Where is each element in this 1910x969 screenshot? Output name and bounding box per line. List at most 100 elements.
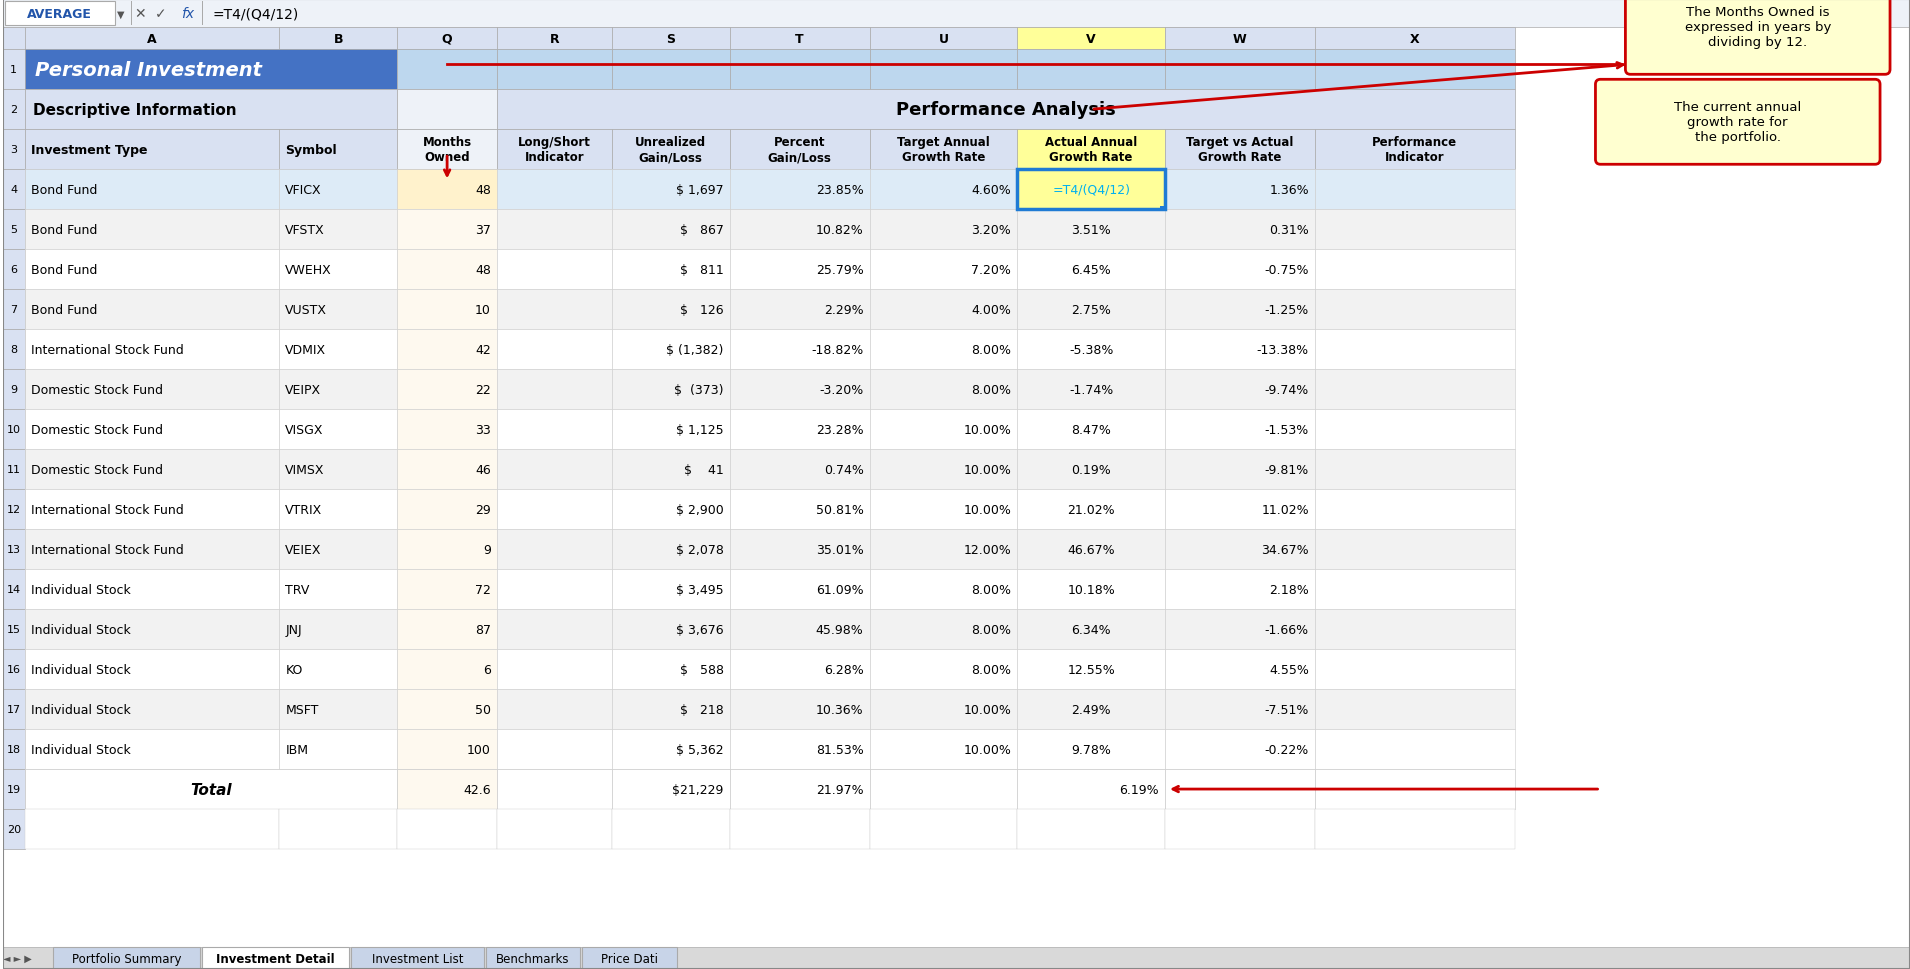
Bar: [25, 769, 397, 809]
Bar: [1314, 290, 1515, 329]
Text: 6: 6: [10, 265, 17, 275]
Bar: [869, 130, 1018, 171]
Bar: [1314, 649, 1515, 689]
Text: -9.74%: -9.74%: [1264, 384, 1308, 396]
Bar: [730, 570, 869, 610]
Text: 81.53%: 81.53%: [816, 743, 863, 756]
Text: International Stock Fund: International Stock Fund: [31, 343, 183, 357]
Bar: [869, 410, 1018, 450]
Text: 18: 18: [6, 744, 21, 754]
Text: Performance
Indicator: Performance Indicator: [1371, 136, 1457, 164]
Bar: [2, 809, 25, 849]
Bar: [1018, 171, 1165, 210]
Bar: [497, 290, 611, 329]
Bar: [869, 730, 1018, 769]
Text: 10: 10: [476, 303, 491, 317]
Text: 10.18%: 10.18%: [1068, 583, 1115, 596]
Text: $ 3,676: $ 3,676: [676, 623, 724, 636]
Text: Domestic Stock Fund: Domestic Stock Fund: [31, 384, 162, 396]
Text: 4.60%: 4.60%: [972, 183, 1010, 197]
Text: 3.20%: 3.20%: [972, 224, 1010, 236]
Text: VEIPX: VEIPX: [285, 384, 321, 396]
Text: MSFT: MSFT: [285, 703, 319, 716]
Text: International Stock Fund: International Stock Fund: [31, 543, 183, 556]
Bar: [611, 50, 730, 90]
Bar: [397, 489, 497, 530]
Bar: [611, 171, 730, 210]
Bar: [497, 130, 611, 171]
Bar: [485, 947, 581, 969]
Bar: [611, 530, 730, 570]
Bar: [497, 50, 611, 90]
Text: 23.85%: 23.85%: [816, 183, 863, 197]
Bar: [497, 90, 1515, 130]
Bar: [497, 730, 611, 769]
Text: Investment Detail: Investment Detail: [216, 952, 334, 964]
Text: -0.75%: -0.75%: [1264, 264, 1308, 276]
Bar: [1165, 610, 1314, 649]
Text: VIMSX: VIMSX: [285, 463, 325, 476]
Bar: [611, 130, 730, 171]
Bar: [583, 947, 678, 969]
Bar: [279, 171, 397, 210]
Bar: [611, 649, 730, 689]
Text: -3.20%: -3.20%: [819, 384, 863, 396]
Text: 2.49%: 2.49%: [1072, 703, 1112, 716]
Bar: [397, 450, 497, 489]
Text: 19: 19: [6, 784, 21, 795]
Text: 10.82%: 10.82%: [816, 224, 863, 236]
Bar: [25, 610, 279, 649]
Text: -9.81%: -9.81%: [1264, 463, 1308, 476]
Bar: [611, 610, 730, 649]
Bar: [869, 809, 1018, 849]
Text: $ 1,125: $ 1,125: [676, 423, 724, 436]
Bar: [1018, 730, 1165, 769]
Text: 87: 87: [476, 623, 491, 636]
Text: 9.78%: 9.78%: [1072, 743, 1112, 756]
Bar: [2, 290, 25, 329]
Bar: [1018, 530, 1165, 570]
Text: Bond Fund: Bond Fund: [31, 264, 97, 276]
Bar: [397, 570, 497, 610]
Bar: [497, 769, 611, 809]
Bar: [1018, 649, 1165, 689]
Bar: [279, 489, 397, 530]
Text: 4: 4: [10, 185, 17, 195]
Text: The Months Owned is
expressed in years by
dividing by 12.: The Months Owned is expressed in years b…: [1685, 7, 1832, 49]
Bar: [1314, 250, 1515, 290]
FancyBboxPatch shape: [1595, 80, 1879, 165]
Bar: [397, 730, 497, 769]
Bar: [1165, 210, 1314, 250]
Text: The current annual
growth rate for
the portfolio.: The current annual growth rate for the p…: [1675, 101, 1801, 144]
Bar: [1018, 210, 1165, 250]
Bar: [397, 130, 497, 171]
Bar: [869, 329, 1018, 370]
Text: Personal Investment: Personal Investment: [34, 61, 262, 79]
Bar: [611, 329, 730, 370]
Text: VTRIX: VTRIX: [285, 503, 323, 516]
Bar: [730, 489, 869, 530]
Text: ◄ ► ▶: ◄ ► ▶: [4, 953, 32, 963]
Bar: [869, 649, 1018, 689]
Text: $   811: $ 811: [680, 264, 724, 276]
Bar: [730, 610, 869, 649]
Text: $ 3,495: $ 3,495: [676, 583, 724, 596]
Bar: [497, 809, 611, 849]
Text: Q: Q: [441, 33, 453, 46]
Bar: [1018, 28, 1165, 50]
Bar: [397, 250, 497, 290]
Bar: [397, 649, 497, 689]
Bar: [730, 410, 869, 450]
Text: AVERAGE: AVERAGE: [27, 8, 92, 20]
Text: 6.28%: 6.28%: [823, 663, 863, 676]
Text: Bond Fund: Bond Fund: [31, 303, 97, 317]
Bar: [1018, 689, 1165, 730]
Bar: [279, 730, 397, 769]
Text: 12: 12: [6, 505, 21, 515]
Bar: [1018, 570, 1165, 610]
Text: 7.20%: 7.20%: [972, 264, 1010, 276]
Text: $   588: $ 588: [680, 663, 724, 676]
Bar: [25, 689, 279, 730]
Bar: [497, 329, 611, 370]
Bar: [279, 250, 397, 290]
